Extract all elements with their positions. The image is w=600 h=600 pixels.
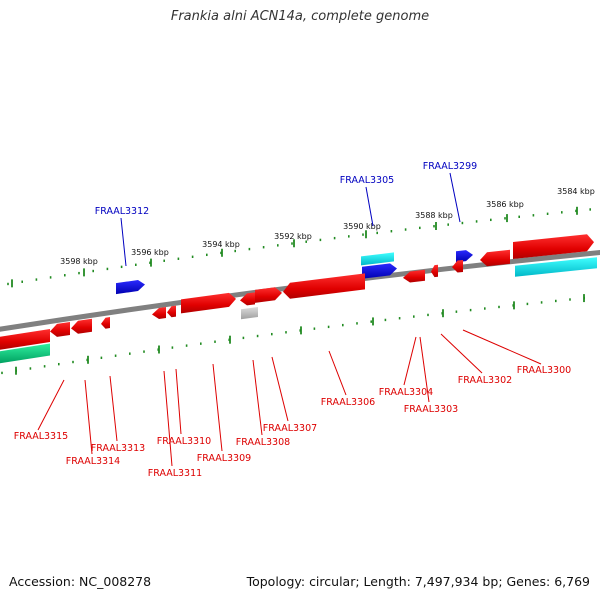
gene-fraal3311 bbox=[152, 307, 166, 319]
gene-label: FRAAL3302 bbox=[458, 375, 512, 386]
leader-line bbox=[120, 217, 127, 267]
genome-stats: Topology: circular; Length: 7,497,934 bp… bbox=[246, 574, 590, 589]
gene-fraal3300 bbox=[513, 234, 594, 259]
accession-info: Accession: NC_008278 bbox=[9, 574, 151, 589]
gene-fraal3305 bbox=[361, 252, 394, 266]
topology-label: Topology: bbox=[246, 574, 306, 589]
gene-label: FRAAL3312 bbox=[95, 206, 149, 217]
scale-label: 3596 kbp bbox=[131, 248, 169, 257]
gene-fraal3310 bbox=[167, 305, 176, 318]
gene-label: FRAAL3315 bbox=[14, 431, 68, 442]
gene-label: FRAAL3299 bbox=[423, 161, 477, 172]
leader-line bbox=[252, 359, 263, 436]
leader-line bbox=[175, 368, 182, 435]
gene-label: FRAAL3307 bbox=[263, 423, 317, 434]
gene-features bbox=[0, 234, 597, 364]
gene-label: FRAAL3300 bbox=[517, 365, 571, 376]
gene-fraal3299 bbox=[456, 250, 473, 263]
leader-line bbox=[271, 356, 289, 422]
length-label: Length: bbox=[363, 574, 411, 589]
gene-fraal3308 bbox=[240, 292, 255, 306]
gene-label: FRAAL3304 bbox=[379, 387, 433, 398]
label-leader-lines bbox=[37, 172, 542, 467]
leader-line bbox=[84, 379, 93, 455]
scale-label: 3590 kbp bbox=[343, 222, 381, 231]
leader-line bbox=[462, 329, 542, 365]
gene-fraal3313 bbox=[71, 318, 92, 334]
gene-label: FRAAL3309 bbox=[197, 453, 251, 464]
scale-ticks-lower bbox=[1, 294, 586, 375]
gene-fraal3301 bbox=[480, 249, 510, 267]
gene-label: FRAAL3314 bbox=[66, 456, 120, 467]
gene-label: FRAAL3305 bbox=[340, 175, 394, 186]
gene-fraal3312 bbox=[116, 279, 145, 295]
gene-fraal3302 bbox=[452, 259, 463, 273]
scale-ticks-upper bbox=[7, 206, 592, 288]
map-title: Frankia alni ACN14a, complete genome bbox=[170, 9, 430, 24]
gene-label: FRAAL3303 bbox=[404, 404, 458, 415]
accession-label: Accession: bbox=[9, 574, 76, 589]
gene-fraal3309 bbox=[181, 292, 236, 314]
scale-label: 3598 kbp bbox=[60, 257, 98, 266]
leader-line bbox=[212, 363, 223, 452]
genes-label: Genes: bbox=[506, 574, 551, 589]
gene-fraal3304 bbox=[403, 269, 425, 283]
scale-label: 3584 kbp bbox=[557, 187, 595, 196]
genes-value: 6,769 bbox=[554, 574, 590, 589]
scale-label: 3594 kbp bbox=[202, 240, 240, 249]
gene-fraal3311-small bbox=[101, 317, 110, 329]
leader-line bbox=[403, 336, 417, 386]
leader-line bbox=[449, 172, 461, 223]
scale-label: 3588 kbp bbox=[415, 211, 453, 220]
gene-teal-left bbox=[0, 343, 50, 364]
leader-line bbox=[163, 370, 173, 467]
leader-line bbox=[419, 336, 430, 403]
gene-label: FRAAL3308 bbox=[236, 437, 290, 448]
gene-cyan-right bbox=[515, 257, 597, 277]
gene-grey bbox=[241, 306, 258, 320]
scale-label: 3586 kbp bbox=[486, 200, 524, 209]
gene-fraal3314 bbox=[50, 321, 70, 337]
leader-line bbox=[109, 375, 118, 442]
gene-fraal3307 bbox=[255, 287, 282, 303]
leader-line bbox=[440, 333, 483, 374]
length-value: 7,497,934 bp bbox=[414, 574, 499, 589]
scale-label: 3592 kbp bbox=[274, 232, 312, 241]
gene-label: FRAAL3313 bbox=[91, 443, 145, 454]
gene-labels: FRAAL3312 FRAAL3305 FRAAL3299 FRAAL3315 FRAA… bbox=[14, 161, 571, 479]
gene-fraal3306 bbox=[283, 273, 365, 299]
scale-labels: 3598 kbp 3596 kbp 3594 kbp 3592 kbp 3590 kbp… bbox=[60, 187, 595, 266]
gene-label: FRAAL3306 bbox=[321, 397, 375, 408]
leader-line bbox=[328, 350, 347, 396]
leader-line bbox=[37, 379, 65, 431]
topology-value: circular bbox=[309, 574, 356, 589]
gene-fraal3315 bbox=[0, 328, 50, 350]
gene-fraal3305-b bbox=[362, 263, 397, 279]
accession-value: NC_008278 bbox=[79, 574, 152, 589]
gene-label: FRAAL3310 bbox=[157, 436, 211, 447]
leader-line bbox=[365, 186, 374, 227]
gene-label: FRAAL3311 bbox=[148, 468, 202, 479]
gene-fraal3303 bbox=[431, 264, 438, 278]
